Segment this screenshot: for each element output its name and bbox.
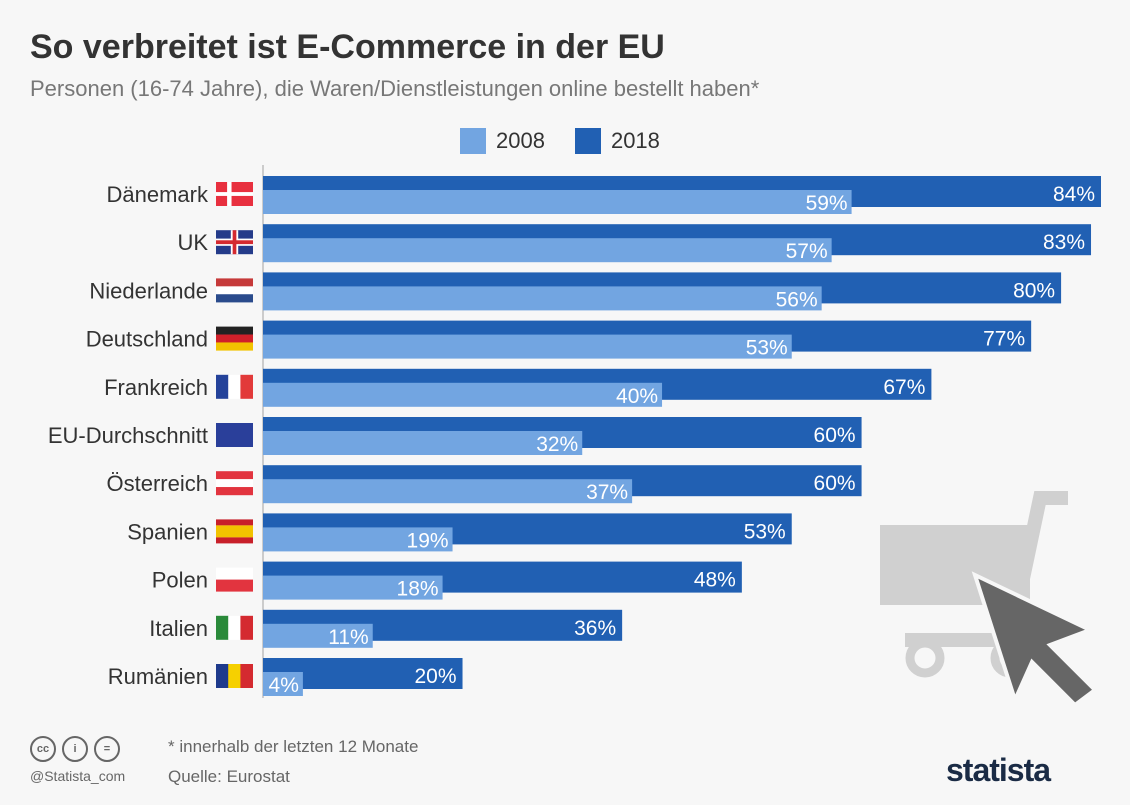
cursor-icon (971, 571, 1099, 708)
value-label-2018: 83% (1043, 231, 1085, 254)
value-label-2018: 48% (694, 569, 736, 592)
value-label-2008: 40% (616, 385, 658, 408)
flag-icon (216, 615, 253, 640)
legend-swatch-2018 (574, 128, 601, 154)
value-label-2008: 18% (397, 578, 439, 601)
category-label: Polen (152, 568, 208, 593)
value-label-2008: 59% (806, 192, 848, 215)
value-label-2008: 4% (269, 674, 299, 697)
value-label-2008: 37% (586, 481, 628, 504)
value-label-2018: 67% (883, 376, 925, 399)
value-label-2018: 77% (983, 328, 1025, 351)
chart-subtitle: Personen (16-74 Jahre), die Waren/Dienst… (30, 76, 760, 101)
value-label-2018: 80% (1013, 279, 1055, 302)
bar-2008 (263, 334, 792, 359)
flag-icon (216, 230, 253, 255)
value-label-2008: 56% (776, 288, 818, 311)
legend-item-2018: 2018 (574, 128, 660, 154)
category-label: Niederlande (89, 278, 208, 303)
category-label: Dänemark (107, 182, 209, 207)
value-label-2018: 84% (1053, 183, 1095, 206)
category-label: Italien (149, 616, 208, 641)
flag-icon (216, 664, 253, 688)
legend-label-2008: 2008 (496, 128, 545, 153)
flag-icon (216, 423, 253, 447)
flag-icon (216, 374, 253, 399)
bar-2008 (263, 286, 822, 311)
value-label-2008: 11% (328, 626, 368, 649)
category-label: UK (177, 230, 208, 255)
bar-2008 (263, 382, 663, 407)
footer-note: * innerhalb der letzten 12 Monate (168, 737, 419, 756)
flag-icon (216, 471, 253, 496)
value-label-2008: 57% (786, 240, 828, 263)
chart-title: So verbreitet ist E-Commerce in der EU (30, 28, 665, 66)
legend-item-2008: 2008 (460, 128, 545, 154)
value-label-2008: 53% (746, 337, 788, 360)
bar-2008 (263, 672, 303, 696)
statista-logo: statista (946, 752, 1051, 788)
legend-swatch-2008 (460, 128, 486, 154)
bar-2008 (263, 623, 373, 648)
value-label-2018: 20% (414, 665, 456, 688)
flag-icon (216, 567, 253, 592)
value-label-2018: 60% (814, 424, 856, 447)
bar-2008 (263, 190, 852, 214)
flag-icon (216, 519, 253, 544)
legend-label-2018: 2018 (610, 128, 660, 153)
category-label: Österreich (107, 471, 208, 496)
footer-handle: @Statista_com (30, 768, 126, 784)
category-label: Deutschland (86, 327, 208, 352)
bar-2008 (263, 527, 453, 552)
bar-2008 (263, 238, 832, 263)
bar-2008 (263, 431, 583, 455)
cc-license-icons: cc i = (30, 736, 120, 762)
category-label: Spanien (127, 519, 208, 544)
value-label-2018: 36% (574, 617, 616, 640)
bar-2008 (263, 575, 443, 600)
flag-icon (216, 182, 253, 206)
value-label-2018: 53% (744, 520, 786, 543)
value-label-2018: 60% (814, 472, 856, 495)
flag-icon (216, 326, 253, 351)
category-label: EU-Durchschnitt (48, 423, 208, 448)
bar-2008 (263, 479, 633, 504)
category-label: Rumänien (108, 664, 208, 689)
footer-source: Quelle: Eurostat (168, 767, 290, 786)
value-label-2008: 19% (407, 529, 449, 552)
category-label: Frankreich (104, 375, 208, 400)
flag-icon (216, 278, 253, 303)
value-label-2008: 32% (536, 433, 578, 456)
legend: 2008 2018 (460, 128, 660, 154)
